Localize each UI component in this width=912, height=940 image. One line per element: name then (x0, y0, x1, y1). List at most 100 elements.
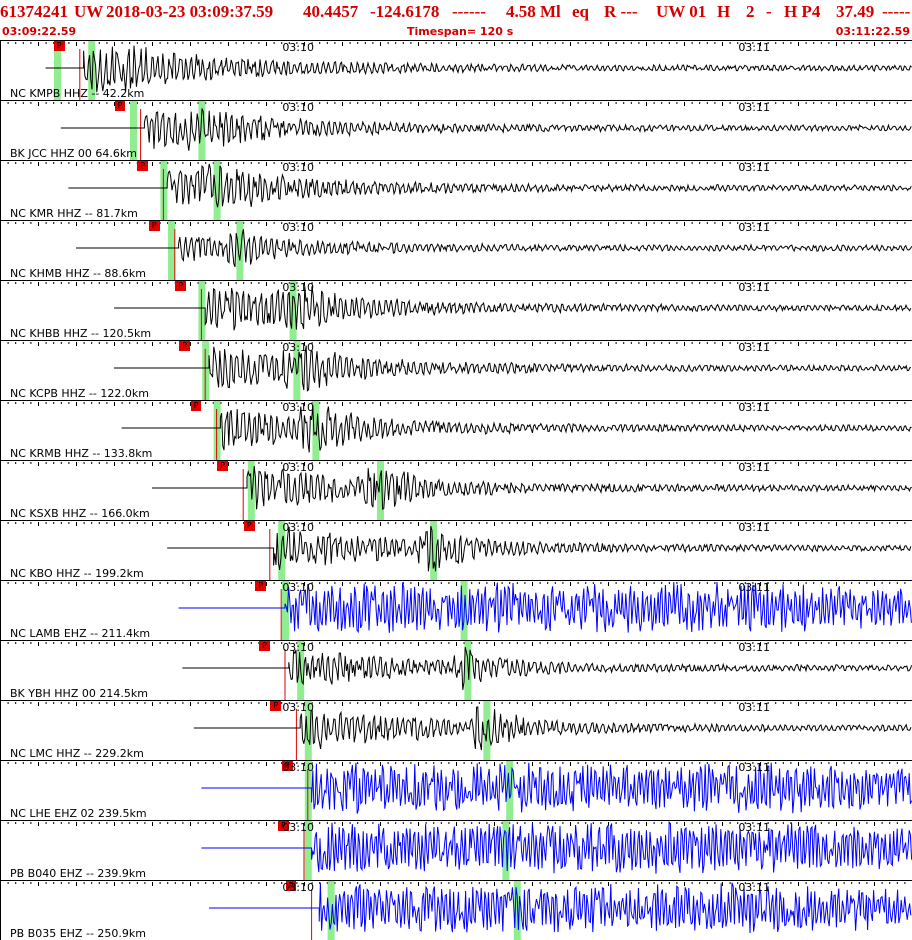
panel-border (0, 581, 1, 640)
pick-flag[interactable]: P (281, 761, 293, 771)
dist-value: 37.49 (836, 2, 875, 21)
pick-flag[interactable]: P (114, 101, 126, 111)
time-ticks (0, 642, 912, 646)
trace-panel[interactable]: P 03:10 03:11 BK YBH HHZ 00 214.5km (0, 640, 912, 700)
station-label: NC KHMB HHZ -- 88.6km (10, 267, 147, 280)
pick-flag[interactable]: P (137, 161, 149, 171)
time-axis-header: 03:09:22.59 Timespan= 120 s 03:11:22.59 (0, 24, 912, 39)
event-type: eq (572, 2, 589, 21)
minute-tick-label: 03:10 (282, 581, 315, 594)
waveform-canvas (0, 101, 912, 160)
station-label: BK JCC HHZ 00 64.6km (10, 147, 138, 160)
minute-tick-label: 03:11 (738, 641, 771, 654)
minute-tick-label: 03:10 (282, 221, 315, 234)
time-ticks (0, 282, 912, 286)
trace-panel[interactable]: P 03:10 03:11 NC KMPB HHZ -- 42.2km (0, 40, 912, 100)
waveform-trace (209, 882, 912, 934)
time-ticks (0, 162, 912, 166)
pick-flag[interactable]: P (190, 401, 202, 411)
trace-panel[interactable]: P 03:10 03:11 NC LAMB EHZ -- 211.4km (0, 580, 912, 640)
trace-panel[interactable]: P 03:10 03:11 NC KBO HHZ -- 199.2km (0, 520, 912, 580)
event-datetime: 2018-03-23 03:09:37.59 (106, 2, 274, 21)
trace-panel[interactable]: P 03:10 03:11 NC KSXB HHZ -- 166.0km (0, 460, 912, 520)
trace-panel[interactable]: P 03:10 03:11 NC KCPB HHZ -- 122.0km (0, 340, 912, 400)
minute-tick-label: 03:11 (738, 161, 771, 174)
waveform-canvas (0, 221, 912, 280)
panel-border (0, 161, 1, 220)
event-magnitude: 4.58 Ml (506, 2, 561, 21)
phase-marker (377, 461, 384, 520)
event-summary-line: 61374241 UW 2018-03-23 03:09:37.59 40.44… (0, 1, 912, 23)
pick-flag[interactable]: P (243, 521, 255, 531)
phase-marker (502, 821, 510, 880)
waveform-canvas (0, 341, 912, 400)
time-ticks (0, 42, 912, 46)
time-ticks (0, 762, 912, 766)
trace-panel[interactable]: P 03:10 03:11 NC KHMB HHZ -- 88.6km (0, 220, 912, 280)
trace-panel[interactable]: P 03:10 03:11 NC KRMB HHZ -- 133.8km (0, 400, 912, 460)
trace-panel[interactable]: P 03:10 03:11 BK JCC HHZ 00 64.6km (0, 100, 912, 160)
phase-marker (282, 581, 289, 640)
time-ticks (0, 822, 912, 826)
trace-panel[interactable]: P 03:10 03:11 NC LHE EHZ 02 239.5km (0, 760, 912, 820)
waveform-trace (167, 525, 912, 572)
minute-tick-label: 03:10 (282, 701, 315, 714)
trace-panel[interactable]: P 03:10 03:11 PB B035 EHZ -- 250.9km (0, 880, 912, 940)
waveform-trace (193, 706, 912, 751)
trace-panel[interactable]: P 03:10 03:11 NC LMC HHZ -- 229.2km (0, 700, 912, 760)
station-label: NC LMC HHZ -- 229.2km (10, 747, 144, 760)
station-label: NC LHE EHZ 02 239.5km (10, 807, 147, 820)
pick-flag[interactable]: P (285, 881, 297, 891)
minute-tick-label: 03:10 (282, 761, 315, 774)
time-ticks (0, 342, 912, 346)
station-label: NC KHBB HHZ -- 120.5km (10, 327, 152, 340)
panel-border (0, 341, 1, 400)
waveform-canvas (0, 281, 912, 340)
phase-marker (293, 341, 301, 400)
seismogram-panels[interactable]: P 03:10 03:11 NC KMPB HHZ -- 42.2km P 03:10 03… (0, 40, 912, 940)
pick-flag[interactable]: P (217, 461, 229, 471)
waveform-canvas (0, 41, 912, 100)
waveform-trace (45, 45, 912, 93)
trace-panel[interactable]: P 03:10 03:11 NC KMR HHZ -- 81.7km (0, 160, 912, 220)
waveform-canvas (0, 521, 912, 580)
panel-border (0, 221, 1, 280)
pick-flag[interactable]: P (259, 641, 270, 651)
waveform-trace (182, 646, 912, 690)
phase-marker (213, 161, 221, 220)
minute-tick-label: 03:10 (282, 101, 315, 114)
time-ticks (0, 522, 912, 526)
time-ticks (0, 582, 912, 586)
station-label: NC KMR HHZ -- 81.7km (10, 207, 138, 220)
phase-marker (236, 221, 244, 280)
pick-flag[interactable]: P (278, 821, 289, 831)
trace-panel[interactable]: P 03:10 03:11 PB B040 EHZ -- 239.9km (0, 820, 912, 880)
waveform-canvas (0, 701, 912, 760)
station-label: NC LAMB EHZ -- 211.4km (10, 627, 151, 640)
panel-border (0, 521, 1, 580)
end-dashes: ----- (882, 2, 911, 21)
event-id: 61374241 (0, 2, 68, 21)
trace-panel[interactable]: P 03:10 03:11 NC KHBB HHZ -- 120.5km (0, 280, 912, 340)
minute-tick-label: 03:11 (738, 341, 771, 354)
station-label: NC KCPB HHZ -- 122.0km (10, 387, 149, 400)
panel-border (0, 761, 1, 820)
event-latitude: 40.4457 (303, 2, 359, 21)
minute-tick-label: 03:11 (738, 101, 771, 114)
pick-flag[interactable]: P (53, 41, 65, 51)
phase-marker (430, 521, 438, 580)
panel-border (0, 281, 1, 340)
waveform-trace (68, 163, 912, 208)
pick-flag[interactable]: P (148, 221, 160, 231)
pick-flag[interactable]: P (270, 701, 282, 711)
pick-flag[interactable]: P (175, 281, 187, 291)
pick-flag[interactable]: P (255, 581, 267, 591)
phase-marker (198, 101, 206, 160)
minute-tick-label: 03:10 (282, 641, 315, 654)
minute-tick-label: 03:10 (282, 521, 315, 534)
station-label: PB B040 EHZ -- 239.9km (10, 867, 146, 880)
phase-marker (327, 881, 335, 940)
timespan: Timespan= 120 s (407, 25, 514, 38)
panel-border (0, 461, 1, 520)
pick-flag[interactable]: P (179, 341, 191, 351)
